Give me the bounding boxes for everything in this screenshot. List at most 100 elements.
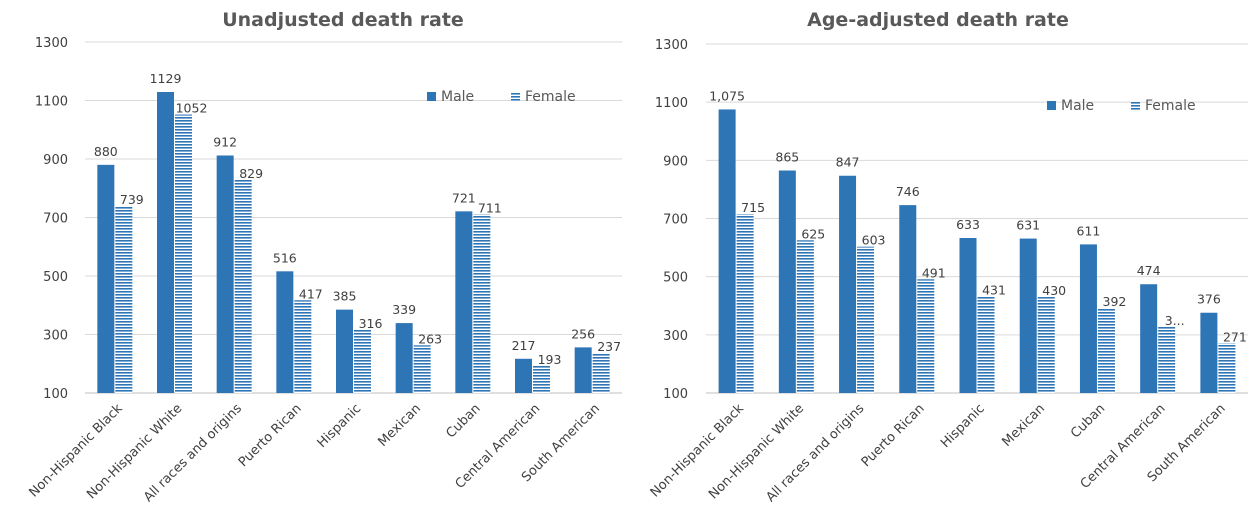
bar-male	[276, 271, 294, 393]
bar-male	[1140, 284, 1158, 393]
category-label: Cuban	[1068, 401, 1108, 441]
bar-female	[977, 296, 995, 393]
data-label-male: 912	[213, 134, 237, 149]
data-label-male: 376	[1197, 292, 1221, 307]
data-label-male: 1129	[150, 71, 182, 86]
y-tick-label: 700	[663, 213, 688, 228]
bar-female	[473, 214, 491, 393]
data-label-male: 633	[956, 217, 980, 232]
bar-female	[1097, 308, 1115, 393]
legend-swatch-female	[1131, 101, 1140, 110]
data-label-male: 865	[775, 150, 799, 165]
category-label: Mexican	[375, 401, 424, 450]
bar-male	[718, 109, 736, 393]
legend-label-male: Male	[1061, 98, 1094, 114]
data-label-female: 711	[478, 200, 502, 215]
chart-unadjusted: Unadjusted death rate 100 300 500 700 900 1100…	[26, 9, 622, 505]
bar-male	[839, 175, 857, 393]
chart-title: Age-adjusted death rate	[807, 9, 1069, 31]
category-label: All races and origins	[763, 401, 867, 505]
data-label-male: 847	[836, 155, 860, 170]
category-label: Puerto Rican	[859, 401, 928, 470]
chart-title: Unadjusted death rate	[222, 9, 464, 31]
category-label: Hispanic	[315, 401, 365, 451]
y-tick-label: 700	[43, 212, 68, 227]
y-tick-label: 900	[43, 153, 68, 168]
bar-male	[959, 237, 977, 393]
bar-female	[175, 114, 192, 393]
data-label-female: 603	[862, 233, 886, 248]
data-label-female: 430	[1042, 283, 1066, 298]
data-label-female: 739	[120, 192, 144, 207]
data-label-female: 829	[239, 166, 263, 181]
data-label-male: 385	[333, 289, 357, 304]
bar-male	[1019, 238, 1037, 393]
bar-male	[216, 155, 234, 393]
legend-swatch-female	[511, 92, 520, 101]
bar-female	[354, 329, 371, 393]
data-label-male: 880	[94, 144, 118, 159]
bar-female	[294, 300, 312, 393]
legend-label-female: Female	[1145, 98, 1196, 114]
y-tick-label: 300	[663, 329, 688, 344]
bar-female	[1218, 343, 1236, 393]
data-label-female: 271	[1223, 329, 1247, 344]
bar-male	[778, 170, 796, 393]
data-label-male: 611	[1077, 223, 1101, 238]
data-label-female: 263	[418, 331, 442, 346]
data-label-female: 237	[597, 339, 621, 354]
data-label-male: 721	[452, 190, 476, 205]
legend-label-female: Female	[525, 89, 576, 105]
data-label-male: 516	[273, 250, 297, 265]
bar-female	[796, 240, 814, 393]
bar-female	[857, 246, 875, 393]
data-label-female: 392	[1103, 294, 1127, 309]
data-label-male: 1,075	[709, 88, 745, 103]
y-tick-label: 900	[663, 154, 688, 169]
data-label-female: 1052	[176, 101, 208, 116]
y-tick-label: 1300	[655, 38, 688, 53]
y-tick-label: 1100	[655, 96, 688, 111]
y-tick-label: 1300	[35, 36, 68, 51]
data-label-male: 631	[1016, 218, 1040, 233]
y-tick-label: 500	[663, 271, 688, 286]
data-label-female: 316	[359, 316, 383, 331]
bar-male	[395, 323, 413, 393]
data-label-male: 746	[896, 184, 920, 199]
y-tick-label: 100	[43, 387, 68, 402]
bar-male	[1200, 312, 1218, 393]
bar-female	[234, 179, 252, 393]
data-label-female: 715	[741, 200, 765, 215]
y-tick-label: 500	[43, 270, 68, 285]
category-label: Mexican	[1000, 401, 1049, 450]
bar-female	[1158, 326, 1176, 393]
bar-female	[592, 352, 610, 393]
bar-male	[157, 92, 174, 393]
bar-male	[455, 211, 473, 393]
bar-female	[533, 365, 550, 393]
bar-male	[1079, 244, 1097, 393]
y-tick-label: 300	[43, 329, 68, 344]
data-label-male: 256	[571, 326, 595, 341]
bar-male	[899, 205, 917, 393]
bar-male	[97, 164, 115, 393]
category-label: Hispanic	[938, 401, 988, 451]
data-label-female: 417	[299, 286, 323, 301]
data-label-male: 339	[392, 302, 416, 317]
bar-female	[917, 279, 935, 393]
data-label-male: 474	[1137, 263, 1161, 278]
data-label-female: 491	[922, 265, 946, 280]
bar-female	[1037, 297, 1055, 393]
category-label: Puerto Rican	[236, 401, 305, 470]
data-label-male: 217	[512, 338, 536, 353]
bar-male	[336, 309, 353, 393]
chart-age-adjusted: Age-adjusted death rate 100 300 500 700 900 11…	[648, 9, 1248, 505]
bar-female	[736, 214, 754, 393]
legend-swatch-male	[1047, 101, 1056, 110]
data-label-female: 625	[801, 226, 825, 241]
bar-male	[515, 358, 532, 393]
y-tick-label: 100	[663, 387, 688, 402]
category-label: All races and origins	[141, 401, 245, 505]
data-label-female: 193	[538, 352, 562, 367]
